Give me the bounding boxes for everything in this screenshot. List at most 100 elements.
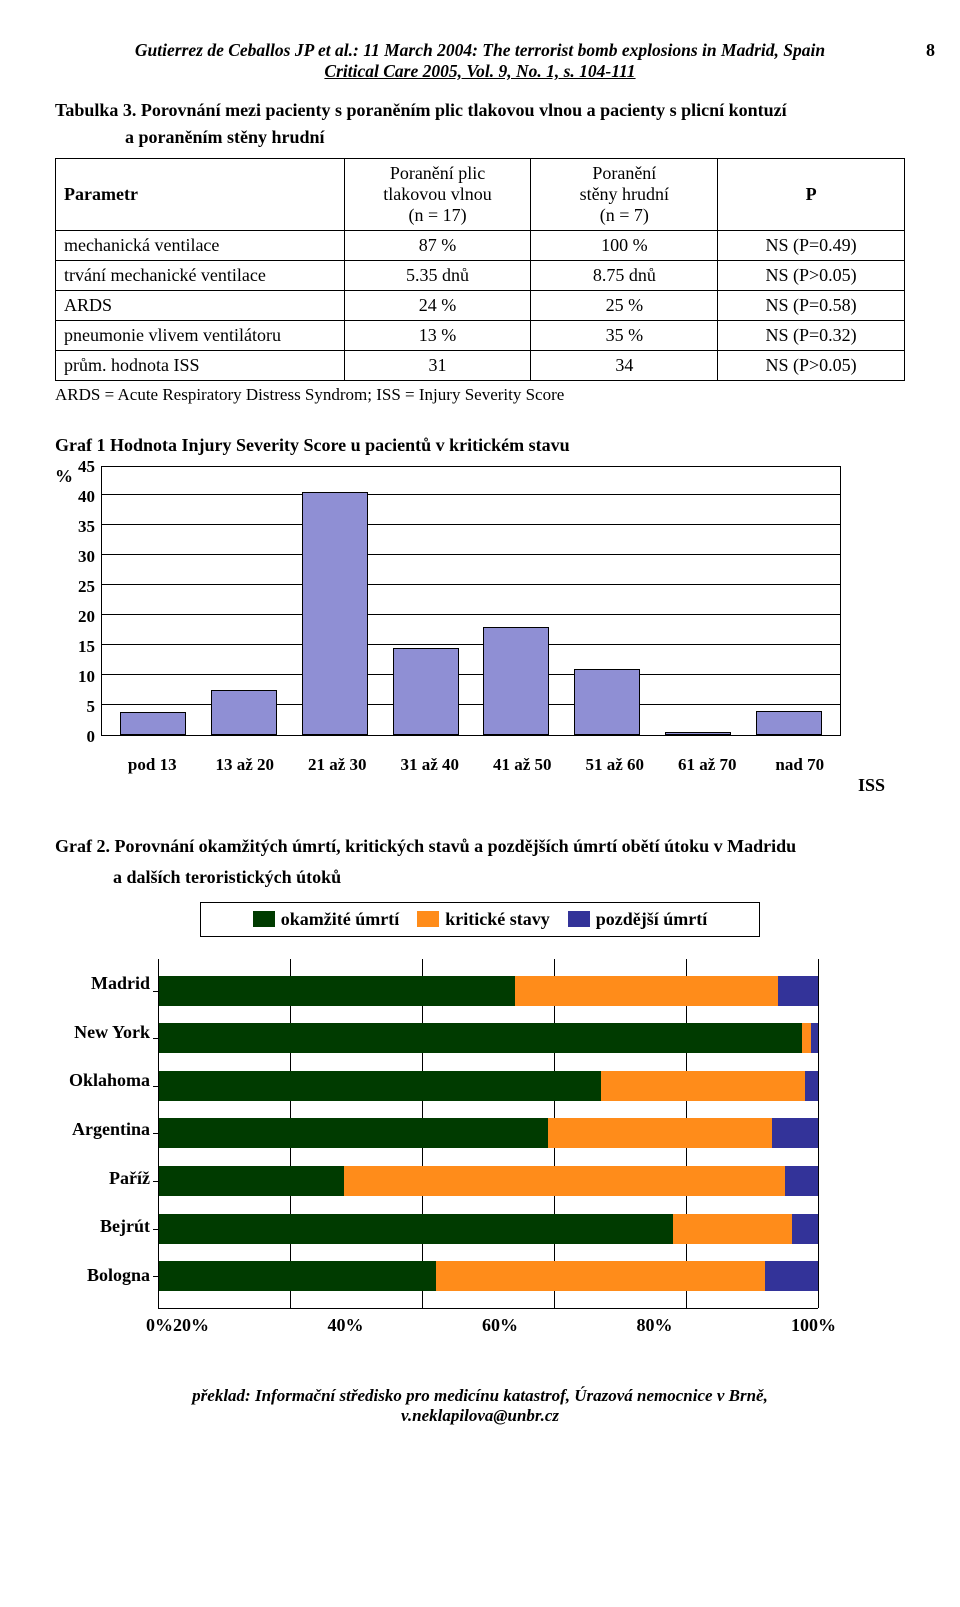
chart2-title: Graf 2. Porovnání okamžitých úmrtí, krit… <box>55 836 905 857</box>
chart2-category-label: Argentina <box>55 1112 150 1146</box>
page-header: Gutierrez de Ceballos JP et al.: 11 Marc… <box>55 40 905 82</box>
table-cell: 87 % <box>344 231 531 261</box>
table-cell: 5.35 dnů <box>344 261 531 291</box>
chart2-categories: MadridNew YorkOklahomaArgentinaPařížBejr… <box>55 959 150 1299</box>
header-citation: Gutierrez de Ceballos JP et al.: 11 Marc… <box>55 40 905 61</box>
x-tick-label: 41 až 50 <box>489 755 555 775</box>
chart2-category-label: Bejrút <box>55 1209 150 1243</box>
chart2-segment <box>802 1023 812 1053</box>
axis-tick <box>153 1276 159 1277</box>
table3-header-row: Parametr Poranění plic tlakovou vlnou (n… <box>56 159 905 231</box>
header-journal: Critical Care 2005, Vol. 9, No. 1, s. 10… <box>55 61 905 82</box>
table3: Parametr Poranění plic tlakovou vlnou (n… <box>55 158 905 381</box>
x-tick-label: 80% <box>637 1315 792 1336</box>
chart2-category-label: Bologna <box>55 1258 150 1292</box>
chart1-title: Graf 1 Hodnota Injury Severity Score u p… <box>55 435 905 456</box>
table-cell: pneumonie vlivem ventilátoru <box>56 321 345 351</box>
table-cell: 8.75 dnů <box>531 261 718 291</box>
x-tick-label: nad 70 <box>767 755 833 775</box>
table-cell: NS (P>0.05) <box>718 351 905 381</box>
x-tick-label: 61 až 70 <box>674 755 740 775</box>
chart1-bar <box>756 711 822 735</box>
table-cell: 35 % <box>531 321 718 351</box>
gridline <box>102 494 840 495</box>
chart2-segment <box>436 1261 766 1291</box>
table-cell: prům. hodnota ISS <box>56 351 345 381</box>
chart2-category-label: New York <box>55 1015 150 1049</box>
footer-line2: v.neklapilova@unbr.cz <box>55 1406 905 1426</box>
chart2-bar-row <box>159 1118 818 1148</box>
table-cell: trvání mechanické ventilace <box>56 261 345 291</box>
axis-tick <box>153 1181 159 1182</box>
chart2-bar-row <box>159 1214 818 1244</box>
y-tick-label: 10 <box>78 667 95 687</box>
table-cell: NS (P=0.58) <box>718 291 905 321</box>
table-row: ARDS24 %25 %NS (P=0.58) <box>56 291 905 321</box>
gridline <box>818 959 819 1308</box>
chart2-segment <box>159 1214 673 1244</box>
table-row: pneumonie vlivem ventilátoru13 %35 %NS (… <box>56 321 905 351</box>
table-cell: 31 <box>344 351 531 381</box>
table-cell: NS (P=0.49) <box>718 231 905 261</box>
footer-line1: překlad: Informační středisko pro medicí… <box>55 1386 905 1406</box>
x-tick-label: pod 13 <box>119 755 185 775</box>
page-footer: překlad: Informační středisko pro medicí… <box>55 1386 905 1426</box>
axis-tick <box>153 1038 159 1039</box>
chart2-bar-row <box>159 976 818 1006</box>
table3-title: Tabulka 3. Porovnání mezi pacienty s por… <box>55 100 905 121</box>
table3-subtitle: a poraněním stěny hrudní <box>125 127 905 148</box>
table-cell: NS (P>0.05) <box>718 261 905 291</box>
chart2-plot <box>158 959 818 1309</box>
table-cell: 25 % <box>531 291 718 321</box>
legend-swatch <box>253 911 275 927</box>
table3-note: ARDS = Acute Respiratory Distress Syndro… <box>55 385 905 405</box>
table-cell: mechanická ventilace <box>56 231 345 261</box>
page-number: 8 <box>926 40 935 61</box>
y-tick-label: 15 <box>78 637 95 657</box>
chart1-y-label: % <box>55 466 73 487</box>
axis-tick <box>153 1229 159 1230</box>
chart2-segment <box>673 1214 792 1244</box>
legend-swatch <box>568 911 590 927</box>
legend-item: pozdější úmrtí <box>568 909 708 930</box>
gridline <box>102 584 840 585</box>
gridline <box>102 614 840 615</box>
x-tick-label: 51 až 60 <box>582 755 648 775</box>
table3-col-p: P <box>718 159 905 231</box>
legend-swatch <box>417 911 439 927</box>
chart2-segment <box>772 1118 818 1148</box>
chart2-segment <box>778 976 818 1006</box>
chart2-bar-row <box>159 1023 818 1053</box>
axis-tick <box>153 991 159 992</box>
table-cell: 13 % <box>344 321 531 351</box>
x-tick-label: 21 až 30 <box>304 755 370 775</box>
chart1-bar <box>302 492 368 735</box>
chart1-bar <box>483 627 549 735</box>
chart2-segment <box>159 1118 548 1148</box>
chart2-bar-row <box>159 1071 818 1101</box>
chart2-bar-row <box>159 1261 818 1291</box>
chart1-x-ticks: pod 1313 až 2021 až 3031 až 4041 až 5051… <box>106 755 846 775</box>
chart1-bar <box>665 732 731 735</box>
gridline <box>102 524 840 525</box>
table-row: prům. hodnota ISS3134NS (P>0.05) <box>56 351 905 381</box>
y-tick-label: 5 <box>78 697 95 717</box>
chart1-bar <box>120 712 186 735</box>
chart2-segment <box>765 1261 818 1291</box>
chart1-x-label: ISS <box>55 775 885 796</box>
chart2-segment <box>344 1166 786 1196</box>
chart1: % 454035302520151050 <box>55 466 905 747</box>
gridline <box>102 554 840 555</box>
gridline <box>102 644 840 645</box>
chart2-category-label: Madrid <box>55 966 150 1000</box>
chart2-segment <box>159 1023 802 1053</box>
table-cell: 24 % <box>344 291 531 321</box>
chart2: MadridNew YorkOklahomaArgentinaPařížBejr… <box>55 959 905 1309</box>
chart2-bar-row <box>159 1166 818 1196</box>
chart1-plot <box>101 466 841 736</box>
legend-item: okamžité úmrtí <box>253 909 399 930</box>
gridline <box>102 674 840 675</box>
chart2-x-ticks: 0%20%40%60%80%100% <box>158 1315 818 1336</box>
chart1-y-ticks: 454035302520151050 <box>78 457 95 747</box>
chart2-segment <box>159 976 515 1006</box>
